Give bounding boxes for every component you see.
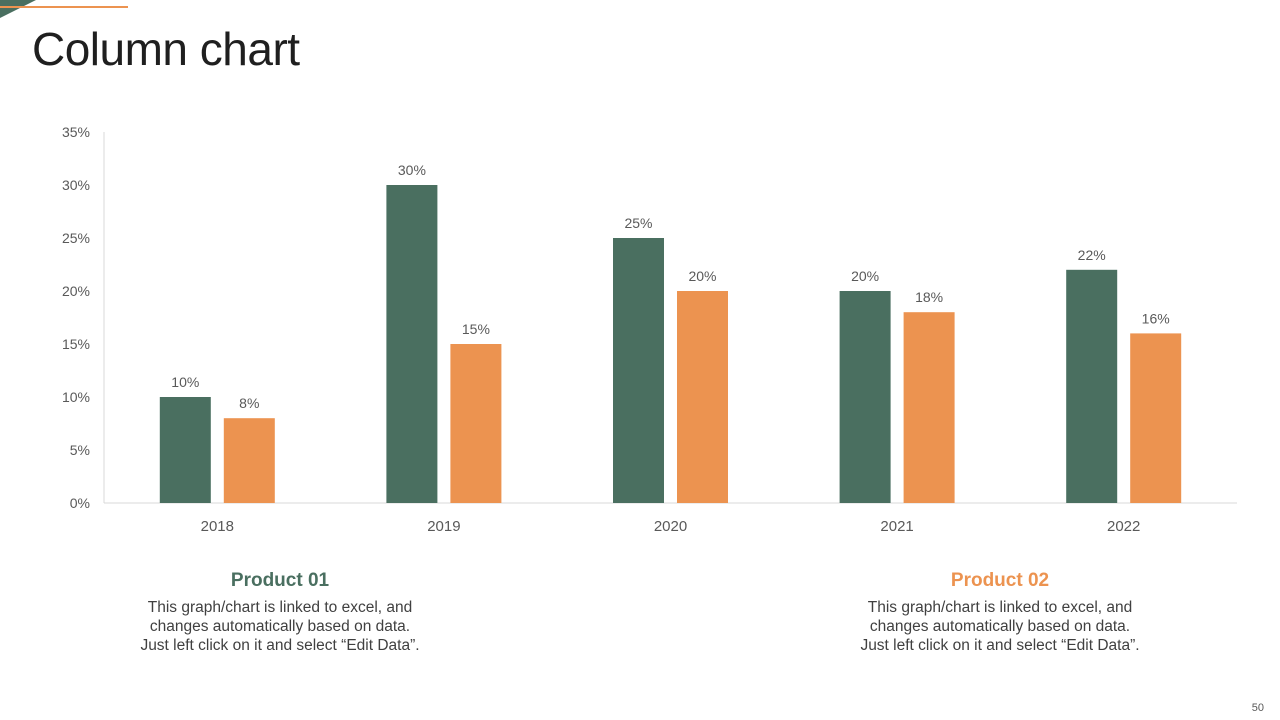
page-title: Column chart xyxy=(32,23,300,75)
y-tick-label: 30% xyxy=(62,177,90,193)
x-tick-label: 2021 xyxy=(880,518,913,535)
legend-title-product-01: Product 01 xyxy=(230,570,330,591)
y-tick-label: 10% xyxy=(62,389,90,405)
bar-product-01-2022 xyxy=(1066,269,1118,503)
bar-product-02-2019 xyxy=(450,344,502,503)
data-label: 18% xyxy=(915,289,943,305)
bar-product-01-2020 xyxy=(613,238,664,503)
data-label: 15% xyxy=(462,321,490,337)
bar-product-02-2021 xyxy=(903,312,955,503)
data-label: 8% xyxy=(239,395,259,411)
y-tick-label: 25% xyxy=(62,230,90,246)
data-label: 20% xyxy=(851,268,879,284)
legend-description-product-01: This graph/chart is linked to excel, and… xyxy=(140,599,420,654)
bar-product-02-2022 xyxy=(1130,333,1182,503)
bar-product-01-2018 xyxy=(159,397,211,503)
legend-product-01: Product 01 This graph/chart is linked to… xyxy=(120,570,440,655)
data-label: 20% xyxy=(688,268,716,284)
data-label: 10% xyxy=(171,374,199,390)
x-tick-label: 2018 xyxy=(201,518,234,535)
top-accent-rule xyxy=(0,6,128,8)
x-tick-label: 2022 xyxy=(1107,518,1140,535)
x-tick-label: 2019 xyxy=(427,518,460,535)
bar-product-02-2020 xyxy=(677,291,728,503)
data-label: 25% xyxy=(624,215,652,231)
bar-product-01-2019 xyxy=(386,185,438,503)
bar-product-01-2021 xyxy=(839,291,891,503)
legend-description-product-02: This graph/chart is linked to excel, and… xyxy=(860,599,1140,654)
y-tick-label: 15% xyxy=(62,336,90,352)
data-label: 16% xyxy=(1142,310,1170,326)
bar-product-02-2018 xyxy=(223,418,275,503)
x-tick-label: 2020 xyxy=(654,518,687,535)
corner-accent xyxy=(0,0,36,18)
y-tick-label: 0% xyxy=(70,495,90,511)
page-number: 50 xyxy=(1251,702,1264,714)
data-label: 22% xyxy=(1078,247,1106,263)
legend-title-product-02: Product 02 xyxy=(950,570,1050,591)
y-tick-label: 5% xyxy=(70,442,90,458)
legend-product-02: Product 02 This graph/chart is linked to… xyxy=(840,570,1160,655)
data-label: 30% xyxy=(398,162,426,178)
y-tick-label: 35% xyxy=(62,124,90,140)
y-tick-label: 20% xyxy=(62,283,90,299)
